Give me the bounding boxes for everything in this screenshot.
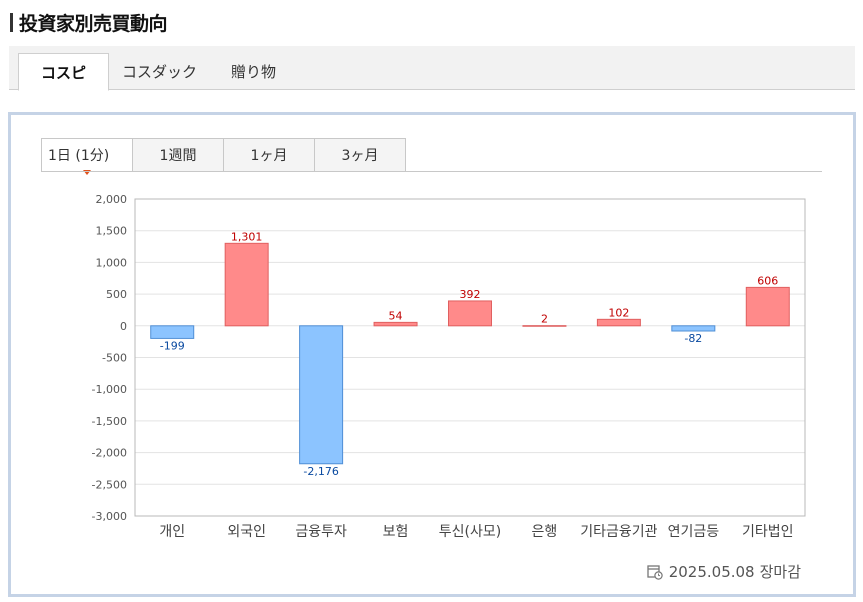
data-label: 1,301 <box>231 230 263 243</box>
tab-gift[interactable]: 贈り物 <box>231 63 277 81</box>
y-tick-label: -1,000 <box>92 383 127 396</box>
data-label: 606 <box>757 274 778 287</box>
y-tick-label: 0 <box>120 320 127 333</box>
page-title: 投資家別売買動向 <box>19 12 168 35</box>
x-tick-label: 개인 <box>159 524 185 540</box>
tab-1day-label: 1日 (1分) <box>48 148 110 164</box>
data-label: 102 <box>608 306 629 319</box>
x-tick-label: 은행 <box>532 524 558 540</box>
investor-bar-chart: 2,000 1,500 1,000 500 0 -500 -1,000 -1,500 -2,00… <box>92 193 806 540</box>
page-header: 投資家別売買動向 <box>10 10 168 35</box>
data-label: -2,176 <box>303 465 338 478</box>
x-tick-label: 외국인 <box>227 524 266 540</box>
title-marker <box>10 12 13 32</box>
bar <box>373 321 418 327</box>
tab-1week[interactable]: 1週間 <box>132 138 224 172</box>
data-label: -199 <box>160 339 185 352</box>
y-tick-label: -1,500 <box>92 415 127 428</box>
market-tabs: コスピ コスダック 贈り物 <box>9 46 855 91</box>
close-status: 장마감 <box>759 563 801 581</box>
close-date: 2025.05.08 <box>668 562 755 581</box>
x-tick-label: 연기금등 <box>668 524 720 540</box>
y-tick-label: 1,000 <box>96 256 128 269</box>
tab-kospi[interactable]: コスピ <box>18 53 109 91</box>
bar <box>522 325 567 327</box>
bar <box>299 325 344 465</box>
bar <box>448 300 492 327</box>
y-tick-label: 500 <box>106 288 127 301</box>
bar <box>745 286 790 327</box>
x-tick-label: 투신(사모) <box>439 524 501 540</box>
y-tick-label: 2,000 <box>96 193 128 206</box>
y-tick-label: -500 <box>102 352 127 365</box>
bar <box>671 325 716 332</box>
bar <box>150 325 195 339</box>
calendar-clock-icon <box>647 564 663 580</box>
tab-1month[interactable]: 1ヶ月 <box>223 138 315 172</box>
x-tick-label: 기타금융기관 <box>580 524 657 540</box>
x-tick-label: 기타법인 <box>742 524 794 540</box>
chart-panel: 1日 (1分) 1週間 1ヶ月 3ヶ月 2,000 1,500 1,000 500 0 -… <box>8 112 856 597</box>
y-tick-label: -2,500 <box>92 478 127 491</box>
bar <box>596 318 641 327</box>
plot-border <box>134 198 806 517</box>
active-caret-icon <box>83 170 91 175</box>
y-tick-label: -3,000 <box>92 510 127 523</box>
x-tick-label: 금융투자 <box>295 524 347 540</box>
tab-divider <box>41 171 822 172</box>
y-tick-label: -2,000 <box>92 447 127 460</box>
y-tick-label: 1,500 <box>96 225 128 238</box>
x-tick-label: 보험 <box>383 524 409 540</box>
market-close-info: 2025.05.08 장마감 <box>647 561 801 582</box>
data-label: -82 <box>684 332 702 345</box>
data-label: 2 <box>541 313 548 326</box>
tab-kosdaq[interactable]: コスダック <box>122 63 198 81</box>
tab-1day[interactable]: 1日 (1分) <box>41 138 133 175</box>
tab-3month[interactable]: 3ヶ月 <box>314 138 406 172</box>
data-label: 54 <box>389 309 403 322</box>
bar <box>224 242 269 327</box>
data-label: 392 <box>460 288 481 301</box>
